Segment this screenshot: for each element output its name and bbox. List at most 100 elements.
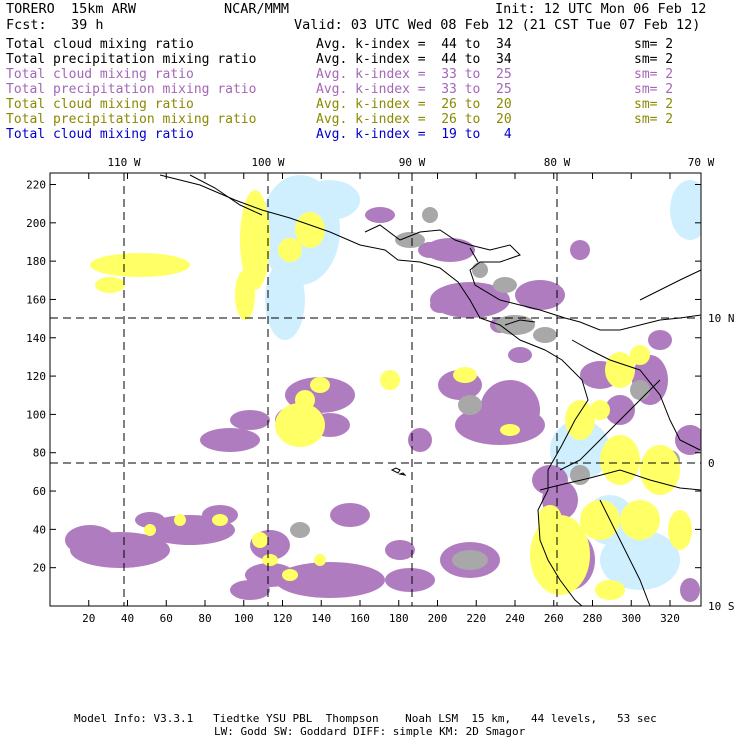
x-tick-label: 120 bbox=[273, 612, 293, 625]
yellow-precip-area bbox=[295, 212, 325, 248]
yellow-precip-area bbox=[252, 532, 268, 548]
coastline bbox=[599, 499, 651, 607]
x-tick-label: 300 bbox=[621, 612, 641, 625]
gray-cloud-area bbox=[570, 465, 590, 485]
magenta-cloud-area bbox=[65, 525, 115, 555]
yellow-precip-area bbox=[453, 367, 477, 383]
yellow-precip-area bbox=[295, 390, 315, 410]
y-tick-label: 100 bbox=[26, 408, 46, 421]
yellow-precip-area bbox=[565, 400, 595, 440]
y-tick-label: 40 bbox=[33, 523, 46, 536]
y-tick-label: 120 bbox=[26, 370, 46, 383]
x-tick-label: 260 bbox=[544, 612, 564, 625]
yellow-precip-area bbox=[144, 524, 156, 536]
yellow-precip-area bbox=[600, 435, 640, 485]
gray-cloud-area bbox=[472, 262, 488, 278]
y-tick-label: 140 bbox=[26, 332, 46, 345]
legend-smoothing: sm= 2 bbox=[634, 97, 674, 112]
legend-kindex: Avg. k-index = 33 to 25 bbox=[316, 67, 512, 82]
coastline bbox=[189, 174, 263, 216]
galapagos-islands bbox=[390, 467, 407, 476]
magenta-cloud-area bbox=[430, 297, 450, 313]
longitude-label: 80 W bbox=[544, 156, 571, 169]
coastline bbox=[364, 224, 641, 331]
legend-field: Total precipitation mixing ratio bbox=[6, 82, 257, 97]
magenta-cloud-area bbox=[570, 240, 590, 260]
legend-field: Total cloud mixing ratio bbox=[6, 37, 194, 52]
cyan-cloud-area bbox=[300, 180, 360, 220]
magenta-cloud-area bbox=[275, 562, 385, 598]
yellow-precip-area bbox=[500, 424, 520, 436]
legend-smoothing: sm= 2 bbox=[634, 112, 674, 127]
magenta-cloud-area bbox=[515, 280, 565, 310]
y-tick-label: 200 bbox=[26, 217, 46, 230]
coastline bbox=[571, 339, 701, 451]
cyan-cloud-area bbox=[265, 260, 305, 340]
x-tick-label: 140 bbox=[311, 612, 331, 625]
yellow-precip-area bbox=[212, 514, 228, 526]
magenta-cloud-area bbox=[230, 410, 270, 430]
yellow-precip-area bbox=[590, 400, 610, 420]
yellow-precip-area bbox=[278, 238, 302, 262]
legend-smoothing: sm= 2 bbox=[634, 67, 674, 82]
legend-row: Total precipitation mixing ratio Avg. k-i… bbox=[6, 82, 736, 97]
yellow-precip-area bbox=[620, 500, 660, 540]
gray-cloud-area bbox=[458, 395, 482, 415]
x-tick-label: 220 bbox=[466, 612, 486, 625]
gray-cloud-area bbox=[495, 315, 535, 335]
yellow-precip-area bbox=[314, 554, 326, 566]
magenta-cloud-area bbox=[680, 578, 700, 602]
coastline bbox=[559, 379, 661, 471]
coastline bbox=[504, 319, 536, 326]
magenta-cloud-area bbox=[455, 405, 545, 445]
longitude-label: 110 W bbox=[107, 156, 140, 169]
yellow-precip-area bbox=[262, 554, 278, 566]
y-tick-label: 180 bbox=[26, 255, 46, 268]
yellow-precip-area bbox=[580, 500, 620, 540]
cyan-cloud-area bbox=[600, 530, 680, 590]
legend-kindex: Avg. k-index = 26 to 20 bbox=[316, 97, 512, 112]
yellow-precip-area bbox=[595, 580, 625, 600]
gray-cloud-area bbox=[452, 550, 488, 570]
institution-label: NCAR/MMM bbox=[224, 1, 290, 17]
legend-row: Total cloud mixing ratio Avg. k-index = 4… bbox=[6, 37, 736, 52]
legend-kindex: Avg. k-index = 44 to 34 bbox=[316, 52, 512, 67]
legend-row: Total cloud mixing ratio Avg. k-index = 1… bbox=[6, 127, 736, 142]
magenta-cloud-area bbox=[418, 242, 442, 258]
magenta-cloud-area bbox=[385, 568, 435, 592]
latitude-label: 0 bbox=[708, 457, 715, 470]
yellow-precip-area bbox=[310, 377, 330, 393]
x-tick-label: 200 bbox=[428, 612, 448, 625]
magenta-cloud-area bbox=[605, 395, 635, 425]
yellow-precip-area bbox=[95, 277, 125, 293]
y-tick-label: 220 bbox=[26, 178, 46, 191]
legend-smoothing: sm= 2 bbox=[634, 82, 674, 97]
magenta-cloud-area bbox=[230, 580, 270, 600]
magenta-cloud-area bbox=[365, 207, 395, 223]
legend-field: Total cloud mixing ratio bbox=[6, 67, 194, 82]
y-tick-label: 20 bbox=[33, 562, 46, 575]
latitude-label: 10 N bbox=[708, 312, 735, 325]
x-tick-label: 240 bbox=[505, 612, 525, 625]
magenta-cloud-area bbox=[200, 428, 260, 452]
x-tick-label: 60 bbox=[160, 612, 173, 625]
yellow-precip-area bbox=[668, 510, 692, 550]
magenta-cloud-area bbox=[135, 512, 165, 528]
legend-kindex: Avg. k-index = 44 to 34 bbox=[316, 37, 512, 52]
yellow-precip-area bbox=[235, 270, 255, 320]
x-tick-label: 40 bbox=[121, 612, 134, 625]
legend-row: Total cloud mixing ratio Avg. k-index = 3… bbox=[6, 67, 736, 82]
legend-row: Total precipitation mixing ratio Avg. k-i… bbox=[6, 52, 736, 67]
legend-field: Total cloud mixing ratio bbox=[6, 127, 194, 142]
yellow-precip-area bbox=[282, 569, 298, 581]
valid-time: Valid: 03 UTC Wed 08 Feb 12 (21 CST Tue … bbox=[294, 17, 701, 33]
latitude-label: 10 S bbox=[708, 600, 735, 613]
y-tick-label: 60 bbox=[33, 485, 46, 498]
gray-cloud-area bbox=[395, 232, 425, 248]
coastline bbox=[469, 247, 479, 263]
cyan-cloud-area bbox=[670, 180, 701, 240]
x-tick-label: 320 bbox=[660, 612, 680, 625]
magenta-cloud-area bbox=[508, 347, 532, 363]
x-tick-label: 80 bbox=[198, 612, 211, 625]
y-tick-label: 160 bbox=[26, 293, 46, 306]
